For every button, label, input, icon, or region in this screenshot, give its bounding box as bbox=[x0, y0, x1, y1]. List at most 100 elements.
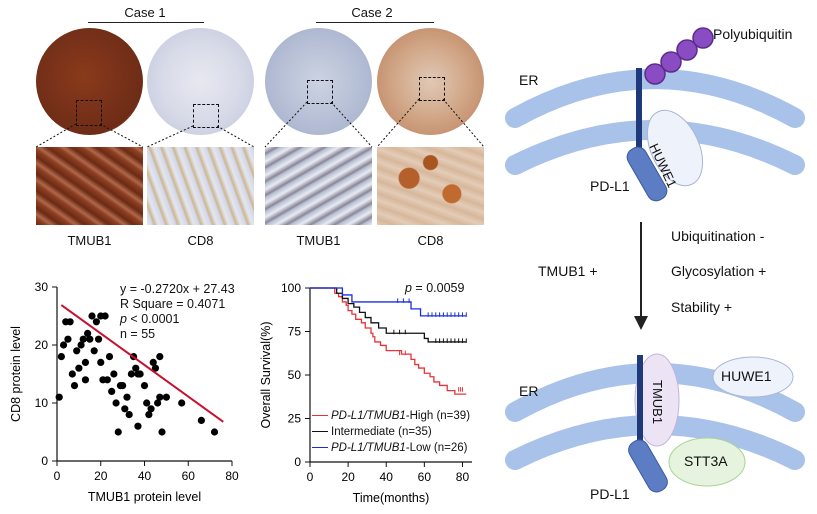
tmub1-protein-label: TMUB1 bbox=[650, 380, 665, 425]
x-tick-label: 80 bbox=[456, 470, 470, 484]
scatter-stats: y = -0.2720x + 27.43 R Square = 0.4071 p… bbox=[120, 282, 235, 342]
data-point bbox=[84, 329, 92, 337]
data-point bbox=[154, 399, 162, 407]
down-arrow bbox=[634, 222, 648, 330]
data-point bbox=[97, 358, 105, 366]
survival-curve-plot: 0 20 40 60 80 0 25 50 75 100 Time(months) Overall S… bbox=[259, 281, 472, 505]
data-point bbox=[88, 312, 96, 320]
x-tick-label: 0 bbox=[54, 469, 61, 483]
data-point bbox=[81, 376, 90, 384]
data-point bbox=[66, 318, 74, 326]
pdl1-bottom bbox=[628, 355, 668, 493]
tissue-core-case1-cd8 bbox=[147, 28, 254, 135]
data-point bbox=[105, 353, 114, 361]
data-point bbox=[210, 428, 219, 436]
data-point bbox=[81, 358, 90, 366]
stt3a-shape bbox=[668, 437, 746, 487]
data-point bbox=[162, 393, 170, 401]
y-tick-label: 25 bbox=[288, 412, 302, 426]
data-point bbox=[136, 370, 144, 378]
y-tick-label: 50 bbox=[288, 368, 302, 382]
tissue-core-case1-tmub1 bbox=[36, 28, 143, 135]
case2-bracket bbox=[316, 22, 434, 23]
data-point bbox=[156, 393, 164, 401]
data-point bbox=[64, 335, 72, 343]
case1-label: Case 1 bbox=[124, 5, 166, 20]
x-tick-label: 20 bbox=[341, 470, 355, 484]
zoom-box bbox=[419, 77, 445, 101]
data-point bbox=[114, 428, 122, 436]
y-tick-label: 0 bbox=[41, 454, 48, 468]
survival-curve-2 bbox=[310, 287, 467, 317]
data-point bbox=[145, 411, 153, 419]
zoom-box bbox=[193, 104, 219, 128]
data-point bbox=[70, 382, 79, 390]
polyubiquitin-chain bbox=[644, 27, 714, 85]
data-point bbox=[94, 335, 103, 343]
pdl1-label-top: PD-L1 bbox=[590, 178, 630, 194]
legend-item-low: PD-L1/TMUB1-Low (n=26) bbox=[312, 440, 470, 456]
data-point bbox=[151, 364, 160, 372]
legend-item-high: PD-L1/TMUB1-High (n=39) bbox=[312, 408, 470, 424]
survival-p-value: p = 0.0059 bbox=[405, 281, 465, 295]
data-point bbox=[127, 370, 135, 378]
panel-label-case2-cd8: CD8 bbox=[417, 233, 444, 248]
huwe1-label-bottom: HUWE1 bbox=[721, 368, 772, 384]
data-point bbox=[112, 399, 120, 407]
effect-glycosylation: Glycosylation + bbox=[671, 263, 767, 279]
data-point bbox=[57, 353, 65, 361]
panel-label-case2-tmub1: TMUB1 bbox=[296, 233, 341, 248]
legend-swatch-intermediate bbox=[312, 431, 328, 433]
scatter-p-value: p < 0.0001 bbox=[120, 312, 180, 326]
zoom-panel-case2-cd8 bbox=[377, 147, 484, 225]
data-point bbox=[149, 358, 157, 366]
data-point bbox=[59, 341, 68, 349]
y-axis-label: Overall Survival(%) bbox=[259, 322, 273, 429]
survival-legend: PD-L1/TMUB1-High (n=39) Intermediate (n=… bbox=[312, 408, 470, 456]
tmub1-plus-label: TMUB1 + bbox=[538, 263, 598, 279]
polyubiquitin-label: Polyubiquitin bbox=[713, 26, 793, 42]
data-point bbox=[178, 399, 186, 407]
data-point bbox=[147, 405, 155, 413]
pdl1-top bbox=[626, 68, 668, 202]
data-point bbox=[121, 405, 129, 413]
data-point bbox=[77, 341, 85, 349]
legend-swatch-low bbox=[312, 447, 328, 449]
tissue-core-case2-tmub1 bbox=[265, 28, 372, 135]
data-point bbox=[68, 370, 76, 378]
correlation-scatter-plot: 0 20 40 60 80 0 10 20 30 TMUB1 protein level CD8 p… bbox=[9, 280, 239, 504]
effect-stability: Stability + bbox=[671, 299, 733, 315]
x-axis-label: Time(months) bbox=[353, 491, 430, 505]
data-point bbox=[55, 393, 63, 401]
y-tick-label: 75 bbox=[288, 325, 302, 339]
legend-swatch-high bbox=[312, 415, 328, 417]
tissue-core-case2-cd8 bbox=[377, 28, 484, 135]
data-point bbox=[125, 411, 133, 419]
survival-curve-1 bbox=[310, 287, 467, 343]
y-tick-label: 100 bbox=[281, 281, 301, 295]
x-tick-label: 60 bbox=[418, 470, 432, 484]
y-tick-label: 0 bbox=[294, 455, 301, 469]
data-point bbox=[156, 353, 164, 361]
data-point bbox=[134, 422, 142, 430]
y-tick-label: 30 bbox=[35, 280, 49, 294]
y-tick-label: 10 bbox=[35, 396, 49, 410]
x-tick-label: 60 bbox=[182, 469, 196, 483]
data-point bbox=[110, 370, 118, 378]
pdl1-label-bottom: PD-L1 bbox=[590, 486, 630, 502]
panel-label-case1-cd8: CD8 bbox=[187, 233, 214, 248]
data-point bbox=[79, 335, 87, 343]
data-point bbox=[197, 416, 205, 424]
zoom-panel-case1-cd8 bbox=[147, 147, 254, 225]
er-label-bottom: ER bbox=[519, 383, 539, 399]
survival-curve-0 bbox=[310, 287, 467, 395]
zoom-panel-case1-tmub1 bbox=[36, 147, 143, 225]
data-point bbox=[143, 399, 151, 407]
data-point bbox=[86, 335, 94, 343]
data-point bbox=[101, 312, 109, 320]
data-point bbox=[158, 428, 166, 436]
legend-item-intermediate: Intermediate (n=35) bbox=[312, 424, 470, 440]
regression-equation: y = -0.2720x + 27.43 bbox=[120, 282, 235, 296]
stt3a-label: STT3A bbox=[684, 453, 728, 469]
zoom-panel-case2-tmub1 bbox=[265, 147, 372, 225]
